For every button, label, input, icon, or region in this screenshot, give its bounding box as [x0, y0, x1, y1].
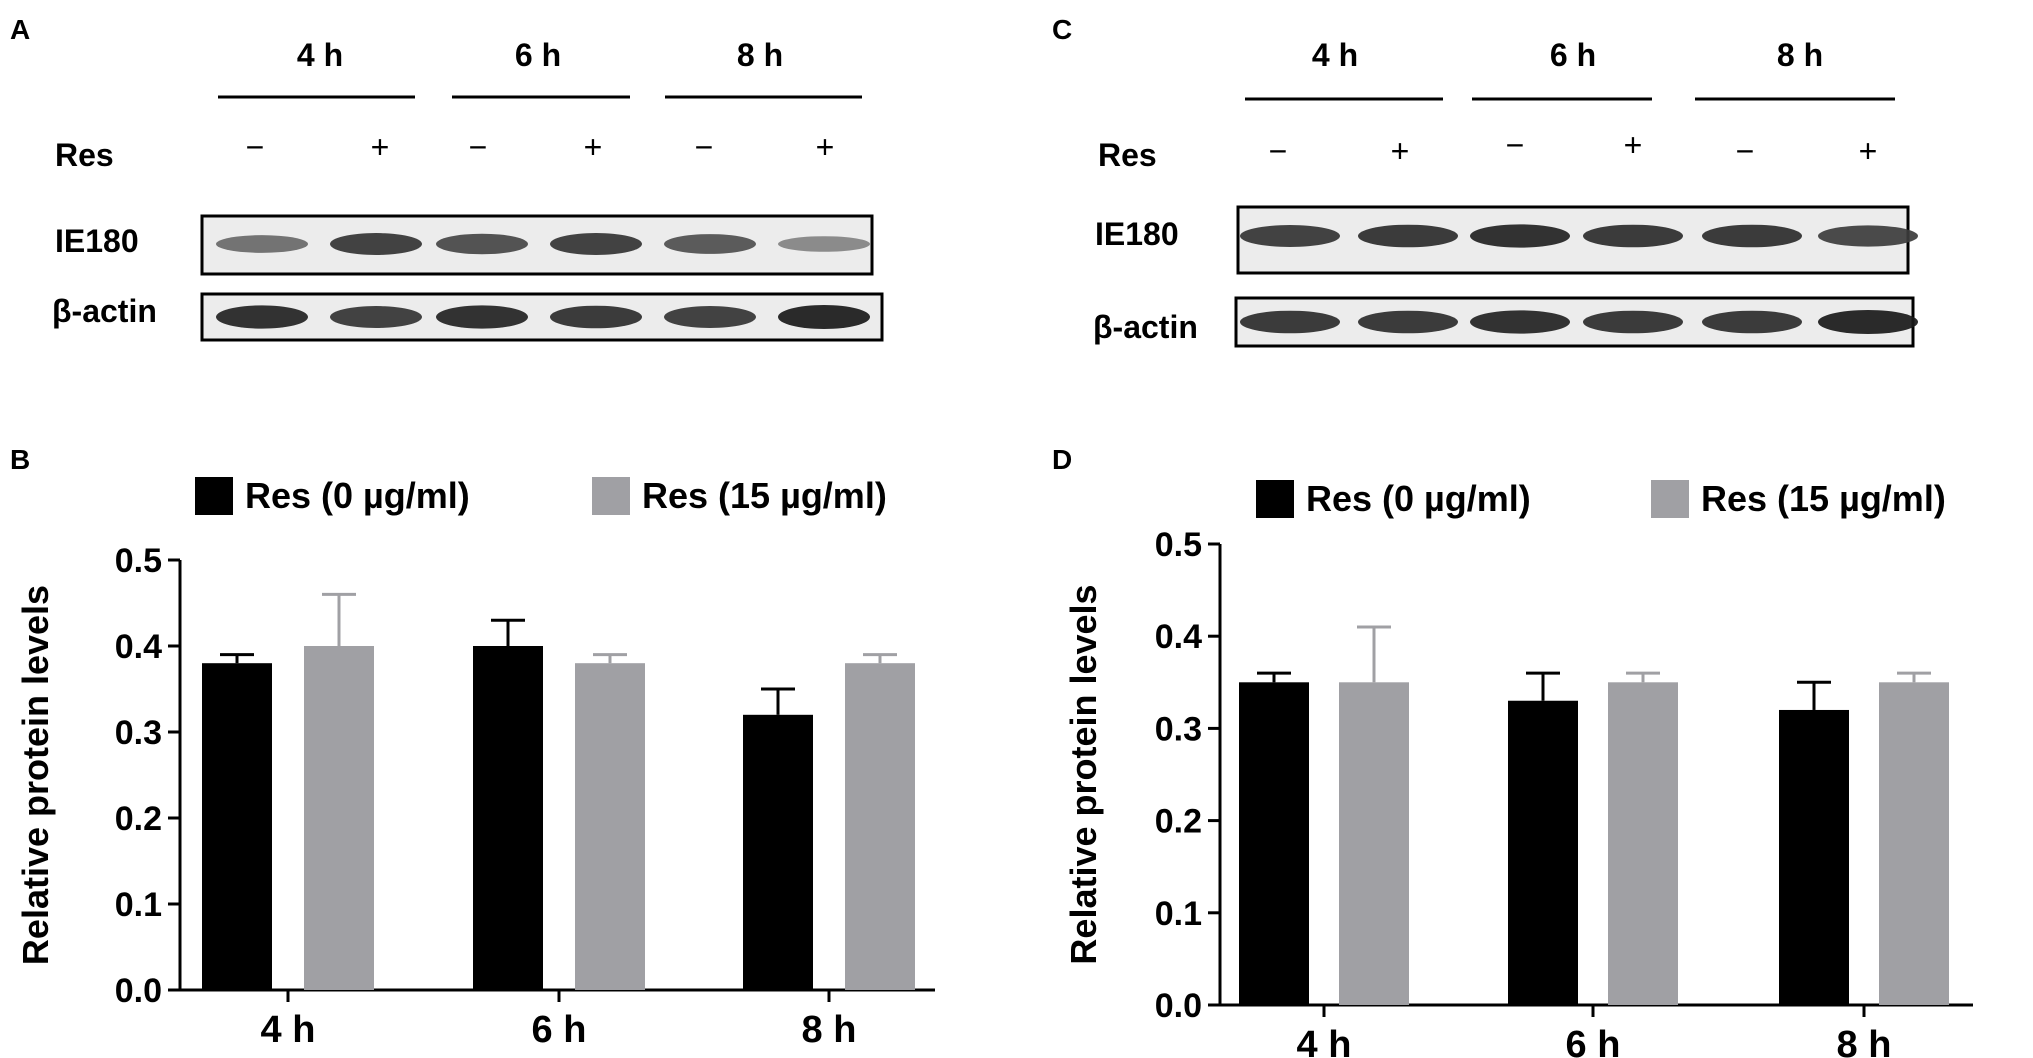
- lane-sign: −: [695, 129, 714, 165]
- x-tick-label: 4 h: [261, 1009, 316, 1051]
- y-tick-label: 0.0: [115, 972, 162, 1010]
- blot-band: [778, 236, 870, 252]
- bar: [1508, 700, 1578, 1005]
- blot-band: [330, 233, 422, 255]
- y-tick-label: 0.3: [1155, 710, 1202, 748]
- blot-row-label-ie180: IE180: [1095, 216, 1179, 252]
- x-tick-label: 8 h: [802, 1009, 857, 1051]
- blot-band: [330, 306, 422, 328]
- panel-letter-c: C: [1052, 14, 1073, 45]
- bar: [845, 663, 915, 990]
- treatment-label: Res: [1098, 137, 1157, 173]
- y-tick-label: 0.1: [1155, 895, 1202, 933]
- bar: [743, 714, 813, 990]
- treatment-label: Res: [55, 137, 114, 173]
- blot-frame-actin: [1234, 296, 1915, 348]
- blot-band: [1358, 310, 1458, 334]
- lane-sign: +: [1391, 133, 1410, 169]
- lane-sign: −: [469, 129, 488, 165]
- lane-sign: +: [1859, 133, 1878, 169]
- blot-band: [436, 305, 528, 329]
- y-tick-label: 0.5: [1155, 526, 1202, 564]
- x-tick-label: 6 h: [532, 1009, 587, 1051]
- blot-band: [1702, 310, 1802, 334]
- blot-band: [1358, 224, 1458, 248]
- bar: [304, 646, 374, 990]
- bar: [473, 646, 543, 990]
- blot-band: [216, 235, 308, 253]
- legend-label: Res (15 µg/ml): [1701, 478, 1946, 519]
- blot-band: [1583, 224, 1683, 248]
- blot-band: [550, 305, 642, 329]
- bar: [1608, 682, 1678, 1005]
- legend-label: Res (0 µg/ml): [1306, 478, 1531, 519]
- y-tick-label: 0.3: [115, 714, 162, 752]
- panel-letter-a: A: [10, 14, 31, 45]
- lane-sign: −: [246, 129, 265, 165]
- y-axis-label: Relative protein levels: [15, 585, 56, 965]
- legend-swatch: [592, 477, 630, 515]
- blot-band: [216, 305, 308, 329]
- bar-chart-d: Res (0 µg/ml) Res (15 µg/ml) Relative prot…: [1063, 478, 1973, 1058]
- y-tick-label: 0.4: [1155, 618, 1202, 656]
- blot-row-label-ie180: IE180: [55, 223, 139, 259]
- bar: [1779, 709, 1849, 1005]
- lane-sign: +: [816, 129, 835, 165]
- blot-band: [1470, 224, 1570, 248]
- time-label-4h: 4 h: [1312, 37, 1358, 73]
- time-label-6h: 6 h: [1550, 37, 1596, 73]
- blot-band: [1818, 225, 1918, 247]
- legend-swatch: [195, 477, 233, 515]
- blot-band: [778, 305, 870, 329]
- blot-band: [664, 234, 756, 254]
- blot-band: [1470, 310, 1570, 334]
- blot-band: [664, 306, 756, 328]
- blot-row-label-actin: β-actin: [1093, 309, 1198, 345]
- bar: [202, 663, 272, 990]
- legend-swatch: [1651, 480, 1689, 518]
- lane-sign: −: [1269, 133, 1288, 169]
- panel-letter-b: B: [10, 444, 31, 475]
- time-label-8h: 8 h: [1777, 37, 1823, 73]
- blot-band: [1583, 310, 1683, 334]
- y-tick-label: 0.4: [115, 628, 162, 666]
- blot-frame-actin: [200, 292, 884, 342]
- blot-frame-ie180: [200, 214, 874, 276]
- panel-letter-d: D: [1052, 444, 1073, 475]
- blot-row-label-actin: β-actin: [52, 293, 157, 329]
- x-tick-label: 6 h: [1566, 1024, 1621, 1058]
- time-label-6h: 6 h: [515, 37, 561, 73]
- y-tick-label: 0.0: [1155, 987, 1202, 1025]
- bar: [575, 663, 645, 990]
- y-tick-label: 0.2: [1155, 803, 1202, 841]
- x-tick-label: 8 h: [1837, 1024, 1892, 1058]
- lane-sign: +: [584, 129, 603, 165]
- legend-label: Res (15 µg/ml): [642, 475, 887, 516]
- blot-band: [436, 233, 528, 255]
- lane-sign: −: [1506, 127, 1525, 163]
- bar-chart-b: Res (0 µg/ml) Res (15 µg/ml) Relative prot…: [15, 475, 935, 1051]
- blot-band: [1702, 224, 1802, 248]
- blot-band: [1818, 310, 1918, 334]
- blot-band: [1240, 310, 1340, 334]
- legend-label: Res (0 µg/ml): [245, 475, 470, 516]
- y-tick-label: 0.2: [115, 800, 162, 838]
- bar: [1239, 682, 1309, 1005]
- blot-band: [550, 233, 642, 255]
- lane-sign: +: [1624, 127, 1643, 163]
- blot-frame-ie180: [1236, 205, 1910, 275]
- western-blot-a: 4 h 6 h 8 h Res − + − + − + IE180 β-acti…: [52, 37, 884, 342]
- lane-sign: +: [371, 129, 390, 165]
- y-tick-label: 0.5: [115, 542, 162, 580]
- time-label-8h: 8 h: [737, 37, 783, 73]
- x-tick-label: 4 h: [1297, 1024, 1352, 1058]
- y-tick-label: 0.1: [115, 886, 162, 924]
- time-label-4h: 4 h: [297, 37, 343, 73]
- bar: [1879, 682, 1949, 1005]
- y-axis-label: Relative protein levels: [1063, 584, 1104, 964]
- bar: [1339, 682, 1409, 1005]
- lane-sign: −: [1736, 133, 1755, 169]
- blot-band: [1240, 225, 1340, 247]
- legend-swatch: [1256, 480, 1294, 518]
